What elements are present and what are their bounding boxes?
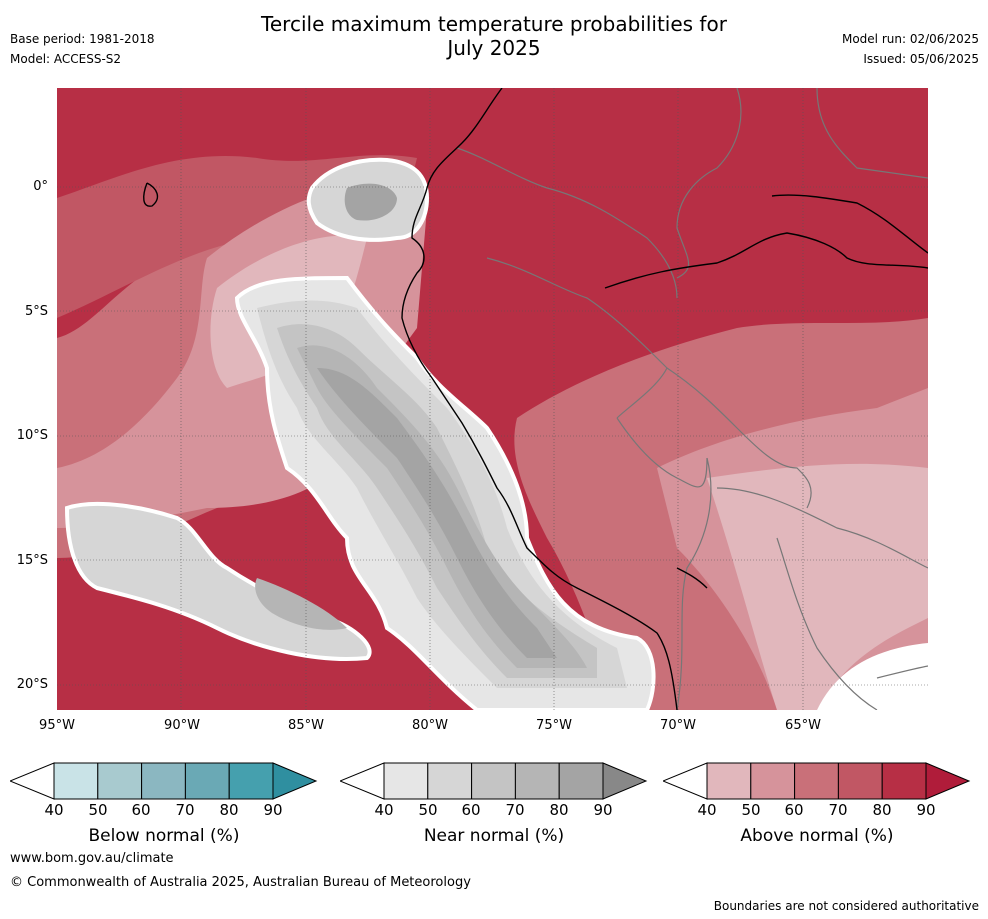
boundaries-disclaimer: Boundaries are not considered authoritat… (713, 899, 979, 913)
meta-right: Model run: 02/06/2025 Issued: 05/06/2025 (842, 29, 979, 69)
colorbar-swatch (53, 762, 99, 800)
lat-label-5s: 5°S (24, 304, 48, 319)
issued-date: Issued: 05/06/2025 (863, 52, 979, 66)
meta-left: Base period: 1981-2018 Model: ACCESS-S2 (10, 29, 155, 69)
copyright-notice: © Commonwealth of Australia 2025, Austra… (10, 875, 471, 890)
colorbar-below-normal (10, 762, 318, 800)
colorbar-above-title: Above normal (%) (740, 826, 894, 846)
lon-label-75w: 75°W (536, 718, 572, 733)
near-tick-50: 50 (418, 801, 438, 819)
colorbar-below-title: Below normal (%) (88, 826, 240, 846)
above-tick-80: 80 (872, 801, 892, 819)
above-tick-90: 90 (916, 801, 936, 819)
region-above-40-east (707, 463, 928, 710)
near-tick-60: 60 (461, 801, 481, 819)
near-tick-90: 90 (593, 801, 613, 819)
colorbar-near-title: Near normal (%) (423, 826, 565, 846)
region-near-north-inner (344, 183, 397, 221)
colorbar-above-normal (663, 762, 971, 800)
colorbar-swatch (706, 762, 752, 800)
colorbar-swatch (514, 762, 560, 800)
region-near-80-main (317, 368, 557, 658)
below-tick-80: 80 (219, 801, 239, 819)
base-period: Base period: 1981-2018 (10, 32, 155, 46)
graticule (57, 88, 928, 710)
lon-label-65w: 65°W (785, 718, 821, 733)
below-tick-60: 60 (131, 801, 151, 819)
model-name: Model: ACCESS-S2 (10, 52, 122, 66)
colorbar-swatch (558, 762, 604, 800)
below-tick-70: 70 (175, 801, 195, 819)
title-line-2: July 2025 (447, 36, 541, 60)
map-title: Tercile maximum temperature probabilitie… (0, 12, 988, 60)
colorbar-near-swatches (383, 762, 604, 800)
colorbar-above-swatches (706, 762, 927, 800)
colorbar-swatch (141, 762, 186, 800)
colorbar-swatch (794, 762, 839, 800)
colorbar-swatch (427, 762, 473, 800)
lat-label-20s: 20°S (16, 677, 48, 692)
colorbar-below-swatches (53, 762, 274, 800)
colorbar-swatch (228, 762, 274, 800)
colorbar-swatch (881, 762, 927, 800)
region-white-se (817, 643, 928, 710)
above-tick-70: 70 (828, 801, 848, 819)
lat-label-10s: 10°S (16, 428, 48, 443)
lon-label-95w: 95°W (39, 718, 75, 733)
lon-label-80w: 80°W (412, 718, 448, 733)
model-run: Model run: 02/06/2025 (841, 32, 979, 46)
near-tick-70: 70 (505, 801, 525, 819)
lat-label-0: 0° (33, 179, 48, 194)
colorbar-swatch (837, 762, 883, 800)
near-tick-80: 80 (549, 801, 569, 819)
below-tick-40: 40 (44, 801, 64, 819)
above-tick-40: 40 (697, 801, 717, 819)
coastline (143, 88, 928, 710)
colorbar-swatch (383, 762, 429, 800)
lat-label-15s: 15°S (16, 553, 48, 568)
colorbar-swatch (184, 762, 230, 800)
near-tick-40: 40 (374, 801, 394, 819)
colorbar-swatch (97, 762, 143, 800)
below-tick-50: 50 (88, 801, 108, 819)
country-borders (456, 88, 928, 710)
colorbar-near-normal (340, 762, 648, 800)
title-line-1: Tercile maximum temperature probabilitie… (261, 12, 727, 36)
region-near-southwest-inner (255, 578, 347, 630)
lon-label-85w: 85°W (288, 718, 324, 733)
probability-map (57, 88, 928, 710)
lon-label-70w: 70°W (660, 718, 696, 733)
colorbar-swatch (750, 762, 796, 800)
above-tick-50: 50 (741, 801, 761, 819)
colorbar-swatch (471, 762, 516, 800)
lon-label-90w: 90°W (164, 718, 200, 733)
above-tick-60: 60 (784, 801, 804, 819)
website-link[interactable]: www.bom.gov.au/climate (10, 851, 174, 866)
below-tick-90: 90 (263, 801, 283, 819)
